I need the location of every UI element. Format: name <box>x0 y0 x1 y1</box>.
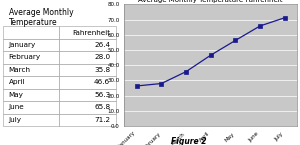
Title: Average Monthly Temperature Fahrenheit: Average Monthly Temperature Fahrenheit <box>139 0 283 3</box>
Text: Temperature: Temperature <box>9 18 57 27</box>
Text: Figure 2: Figure 2 <box>171 137 207 145</box>
Text: Average Monthly: Average Monthly <box>9 8 73 17</box>
